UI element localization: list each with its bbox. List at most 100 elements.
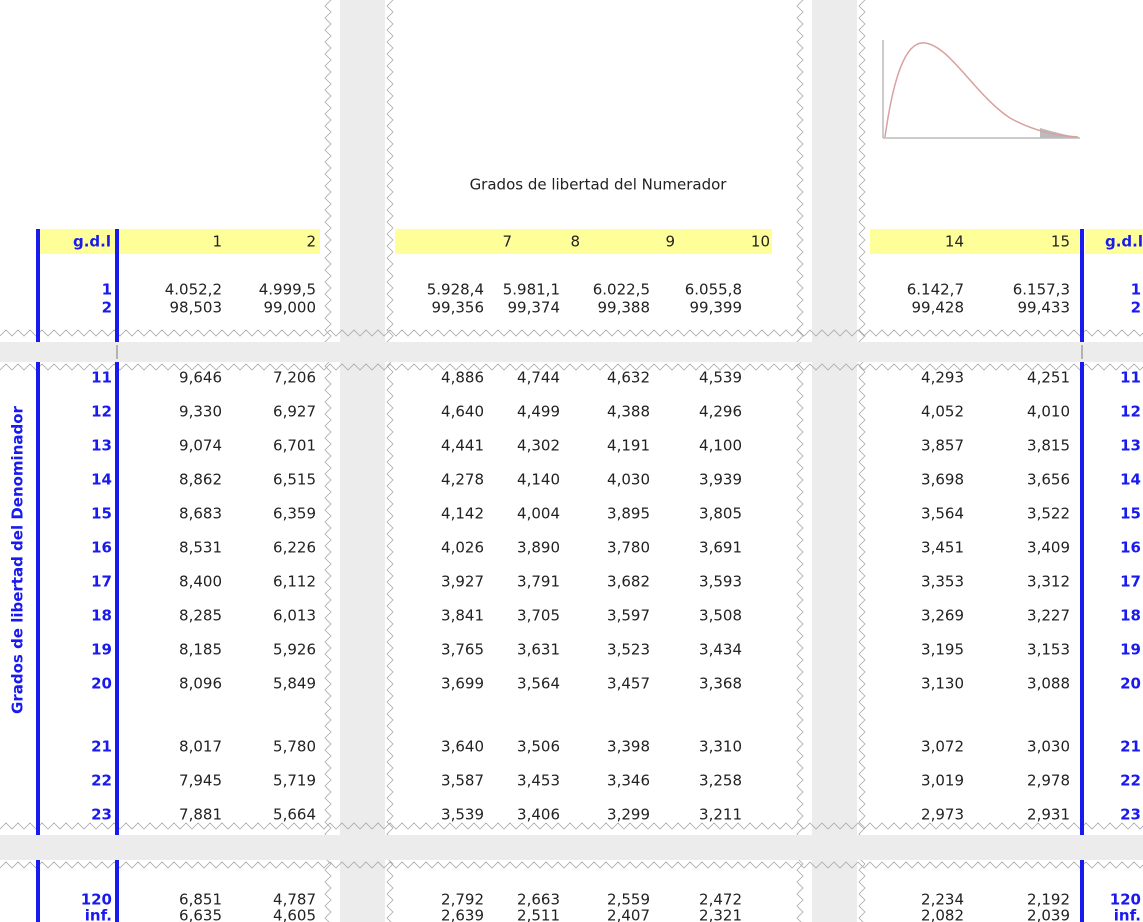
cell: 99,388 (598, 299, 651, 317)
cell: 3,640 (441, 738, 484, 756)
row-label: 2 (102, 299, 112, 317)
cell: 4,030 (607, 471, 650, 489)
cell: 3,791 (517, 573, 560, 591)
row-label: 15 (91, 505, 112, 523)
column-break (812, 0, 857, 922)
cell: 5,926 (273, 641, 316, 659)
column-header: 14 (945, 233, 964, 251)
row-label: 11 (91, 369, 112, 387)
cell: 4,744 (517, 369, 560, 387)
cell: 3,457 (607, 675, 650, 693)
column-header: 1 (212, 233, 222, 251)
blue-rule (115, 362, 119, 835)
cell: 99,374 (508, 299, 561, 317)
cell: 3,088 (1027, 675, 1070, 693)
cell: 6,701 (273, 437, 316, 455)
cell: 4,388 (607, 403, 650, 421)
zigzag (0, 364, 1143, 370)
zigzag (325, 0, 331, 922)
cell: 7,945 (179, 772, 222, 790)
cell: 3,682 (607, 573, 650, 591)
row-label: 14 (1120, 471, 1141, 489)
cell: 99,399 (690, 299, 743, 317)
row-label: 22 (1120, 772, 1141, 790)
column-header: 7 (502, 233, 512, 251)
header-band (395, 229, 772, 254)
row-label: 19 (1120, 641, 1141, 659)
blue-rule (1080, 860, 1084, 922)
cell: 3,815 (1027, 437, 1070, 455)
cell: 3,927 (441, 573, 484, 591)
cell: 4.999,5 (259, 281, 316, 299)
corner-label: g.d.l (73, 233, 111, 251)
cell: 9,330 (179, 403, 222, 421)
f-table: Grados de libertad del Numerador Grados … (0, 0, 1143, 922)
zigzag (797, 0, 803, 922)
cell: 3,019 (921, 772, 964, 790)
distribution-thumbnail (883, 40, 1080, 138)
cell: 6,359 (273, 505, 316, 523)
cell: 5,664 (273, 806, 316, 824)
cell: 6.142,7 (907, 281, 964, 299)
cell: 4,499 (517, 403, 560, 421)
cell: 3,451 (921, 539, 964, 557)
cell: 3,939 (699, 471, 742, 489)
cell: 4,632 (607, 369, 650, 387)
cell: 3,299 (607, 806, 650, 824)
row-label: 20 (1120, 675, 1141, 693)
cell: 8,862 (179, 471, 222, 489)
cell: 3,698 (921, 471, 964, 489)
cell: 3,564 (517, 675, 560, 693)
cell: 4,251 (1027, 369, 1070, 387)
blue-rule (36, 860, 40, 922)
cell: 3,564 (921, 505, 964, 523)
cell: 3,765 (441, 641, 484, 659)
cell: 6,013 (273, 607, 316, 625)
row-label: inf. (85, 907, 112, 922)
cell: 4,302 (517, 437, 560, 455)
cell: 2,931 (1027, 806, 1070, 824)
cell: 4.052,2 (165, 281, 222, 299)
cell: 6,515 (273, 471, 316, 489)
cell: 3,353 (921, 573, 964, 591)
row-label: 19 (91, 641, 112, 659)
row-label: 18 (1120, 607, 1141, 625)
column-break (340, 0, 385, 922)
zigzag (387, 0, 393, 922)
cell: 3,269 (921, 607, 964, 625)
cell: 5,719 (273, 772, 316, 790)
cell: 3,508 (699, 607, 742, 625)
page: Grados de libertad del Numerador Grados … (0, 0, 1143, 922)
cell: 3,631 (517, 641, 560, 659)
cell: 3,398 (607, 738, 650, 756)
row-label: inf. (1114, 907, 1141, 922)
denominator-label: Grados de libertad del Denominador (9, 405, 27, 713)
cell: 6,927 (273, 403, 316, 421)
cell: 4,886 (441, 369, 484, 387)
zigzag (0, 862, 1143, 868)
cell: 5,849 (273, 675, 316, 693)
column-header: 2 (306, 233, 316, 251)
cell: 4,441 (441, 437, 484, 455)
zigzag (0, 330, 1143, 336)
row-label: 18 (91, 607, 112, 625)
cell: 6.022,5 (593, 281, 650, 299)
cell: 4,052 (921, 403, 964, 421)
zigzag (0, 823, 1143, 829)
row-label: 16 (91, 539, 112, 557)
cell: 8,531 (179, 539, 222, 557)
cell: 6,635 (179, 907, 222, 922)
row-label: 1 (102, 281, 112, 299)
numerator-label: Grados de libertad del Numerador (470, 176, 728, 194)
row-label: 2 (1131, 299, 1141, 317)
cell: 4,100 (699, 437, 742, 455)
cell: 3,130 (921, 675, 964, 693)
cell: 3,857 (921, 437, 964, 455)
cell: 99,428 (912, 299, 965, 317)
cell: 3,409 (1027, 539, 1070, 557)
cell: 3,523 (607, 641, 650, 659)
row-label: 23 (91, 806, 112, 824)
column-header: 15 (1051, 233, 1070, 251)
blue-rule (115, 229, 119, 342)
column-header: 9 (665, 233, 675, 251)
